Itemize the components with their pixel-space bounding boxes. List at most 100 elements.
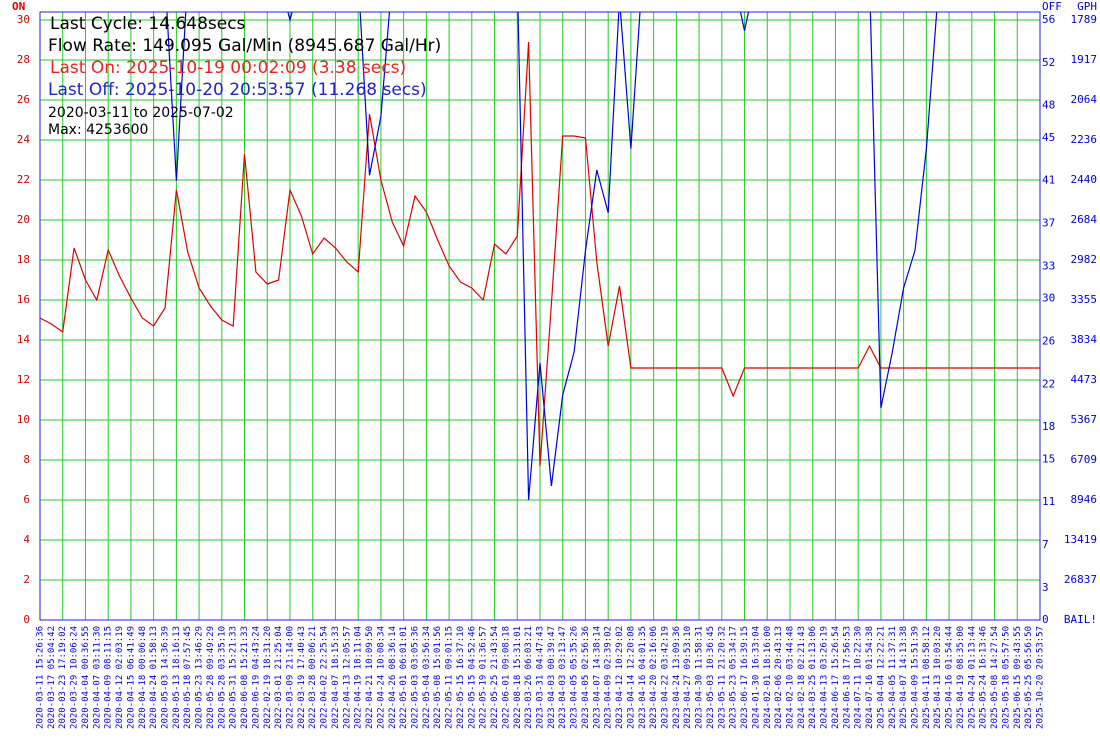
series-line — [166, 12, 938, 501]
x-tick-label: 2023-04-03 03:13:47 — [558, 626, 568, 729]
x-tick-label: 2022-04-13 12:05:57 — [342, 626, 352, 729]
annotation: Last Off: 2025-10-20 20:53:57 (11.268 se… — [48, 80, 427, 100]
annotation: Last Cycle: 14.648secs — [50, 14, 246, 34]
note: Max: 4253600 — [48, 122, 148, 138]
x-tick-label: 2022-04-19 18:11:04 — [354, 626, 364, 729]
y-tick-label: 16 — [17, 293, 30, 306]
x-tick-label: 2022-04-24 10:08:34 — [376, 626, 386, 729]
x-tick-label: 2025-05-18 05:57:50 — [1001, 626, 1011, 729]
x-tick-label: 2024-02-10 03:44:48 — [786, 626, 796, 729]
x-tick-label: 2025-04-19 08:35:00 — [956, 626, 966, 729]
x-tick-label: 2023-04-05 02:56:36 — [581, 626, 591, 729]
x-tick-label: 2020-04-07 03:11:30 — [92, 626, 102, 729]
x-tick-label: 2024-03-25 01:13:06 — [808, 626, 818, 729]
x-tick-label: 2022-05-01 06:01:01 — [399, 626, 409, 729]
gph-label: 6709 — [1071, 453, 1098, 466]
gph-label: 3355 — [1071, 293, 1098, 306]
gph-axis-label: GPH — [1077, 0, 1097, 13]
gph-label: 13419 — [1064, 533, 1097, 546]
y2-tick-label: 26 — [1042, 334, 1055, 347]
x-tick-label: 2020-06-08 15:21:33 — [240, 626, 250, 729]
x-tick-label: 2020-04-18 00:06:48 — [138, 626, 148, 729]
y-tick-label: 20 — [17, 213, 30, 226]
gph-label: 8946 — [1071, 493, 1098, 506]
x-tick-label: 2020-04-09 08:11:15 — [104, 626, 114, 729]
x-tick-label: 2023-04-27 09:53:10 — [683, 626, 693, 729]
x-tick-label: 2023-05-11 21:20:32 — [717, 626, 727, 729]
x-tick-label: 2022-04-07 18:15:33 — [331, 626, 341, 729]
x-tick-label: 2023-05-23 05:34:17 — [729, 626, 739, 729]
x-tick-label: 2025-04-24 01:13:44 — [967, 626, 977, 729]
gph-label: 1917 — [1071, 53, 1098, 66]
x-tick-label: 2024-06-17 15:26:54 — [831, 626, 841, 729]
x-tick-label: 2024-02-18 02:21:43 — [797, 626, 807, 729]
x-tick-label: 2024-02-06 20:43:13 — [774, 626, 784, 729]
x-tick-label: 2025-04-11 08:58:12 — [922, 626, 932, 729]
x-tick-label: 2024-07-16 01:54:38 — [865, 626, 875, 729]
series-line — [40, 41, 1040, 467]
x-tick-label: 2022-03-19 17:40:43 — [297, 626, 307, 729]
gph-label: 5367 — [1071, 413, 1098, 426]
y2-tick-label: 15 — [1042, 452, 1055, 465]
x-tick-label: 2023-04-07 14:38:14 — [592, 626, 602, 729]
x-tick-label: 2022-04-02 22:25:54 — [320, 626, 330, 729]
x-tick-label: 2025-04-13 10:03:20 — [933, 626, 943, 729]
x-tick-label: 2020-04-15 06:41:49 — [126, 626, 136, 729]
x-tick-label: 2020-03-17 05:04:42 — [47, 626, 57, 729]
x-tick-label: 2020-04-24 01:58:13 — [149, 626, 159, 729]
y-tick-label: 8 — [23, 453, 30, 466]
x-tick-label: 2022-04-26 08:36:14 — [388, 626, 398, 729]
x-tick-label: 2022-04-21 10:09:50 — [365, 626, 375, 729]
x-tick-label: 2024-07-11 10:22:30 — [854, 626, 864, 729]
x-tick-label: 2025-04-16 01:54:44 — [945, 626, 955, 729]
x-tick-label: 2024-01-30 16:33:04 — [751, 626, 761, 729]
x-tick-label: 2025-05-24 16:13:46 — [979, 626, 989, 729]
x-tick-label: 2020-05-23 13:46:29 — [195, 626, 205, 729]
x-tick-label: 2023-04-03 00:39:47 — [547, 626, 557, 729]
x-tick-label: 2020-04-12 02:03:19 — [115, 626, 125, 729]
y2-tick-label: 33 — [1042, 259, 1055, 272]
x-tick-label: 2022-02-19 18:31:20 — [263, 626, 273, 729]
x-tick-label: 2023-04-05 05:35:26 — [570, 626, 580, 729]
y-tick-label: 12 — [17, 373, 30, 386]
x-tick-label: 2022-05-08 15:01:56 — [433, 626, 443, 729]
y2-tick-label: 0 — [1042, 613, 1049, 626]
x-tick-label: 2022-06-01 09:08:18 — [501, 626, 511, 729]
x-tick-label: 2025-04-07 14:13:38 — [899, 626, 909, 729]
y2-tick-label: 11 — [1042, 495, 1055, 508]
x-tick-label: 2025-04-04 12:22:21 — [876, 626, 886, 729]
plot-border — [39, 11, 1041, 621]
y2-tick-label: 37 — [1042, 217, 1055, 230]
y-tick-label: 6 — [23, 493, 30, 506]
x-tick-label: 2023-04-24 13:09:36 — [672, 626, 682, 729]
x-tick-label: 2025-04-05 11:37:31 — [888, 626, 898, 729]
x-tick-label: 2020-03-23 17:19:02 — [58, 626, 68, 729]
x-tick-label: 2022-03-01 21:25:04 — [274, 626, 284, 729]
gph-label: 2440 — [1071, 173, 1098, 186]
x-tick-label: 2022-05-04 03:56:34 — [422, 626, 432, 729]
y-tick-label: 30 — [17, 13, 30, 26]
x-tick-label: 2023-04-14 12:20:08 — [626, 626, 636, 729]
x-tick-label: 2025-05-08 14:27:54 — [990, 626, 1000, 729]
y2-axis-label: OFF — [1042, 0, 1062, 13]
x-tick-label: 2022-05-03 03:05:36 — [411, 626, 421, 729]
x-tick-label: 2022-05-19 01:36:57 — [479, 626, 489, 729]
y2-tick-label: 3 — [1042, 581, 1049, 594]
y-tick-label: 14 — [17, 333, 31, 346]
y2-tick-label: 52 — [1042, 56, 1055, 69]
x-tick-label: 2020-03-29 10:06:24 — [70, 626, 80, 729]
y-tick-label: 28 — [17, 53, 30, 66]
x-tick-label: 2024-04-13 03:26:19 — [820, 626, 830, 729]
x-tick-label: 2022-03-28 00:06:21 — [308, 626, 318, 729]
gph-label: 26837 — [1064, 573, 1097, 586]
x-tick-label: 2023-03-26 06:03:21 — [524, 626, 534, 729]
annotation: Last On: 2025-10-19 00:02:09 (3.38 secs) — [50, 58, 406, 78]
y2-tick-label: 22 — [1042, 377, 1055, 390]
x-tick-label: 2025-10-20 20:53:57 — [1036, 626, 1046, 729]
x-tick-label: 2023-04-16 04:01:35 — [638, 626, 648, 729]
y2-tick-label: 18 — [1042, 420, 1055, 433]
x-tick-label: 2023-04-20 02:16:06 — [649, 626, 659, 729]
y-tick-label: 4 — [23, 533, 30, 546]
